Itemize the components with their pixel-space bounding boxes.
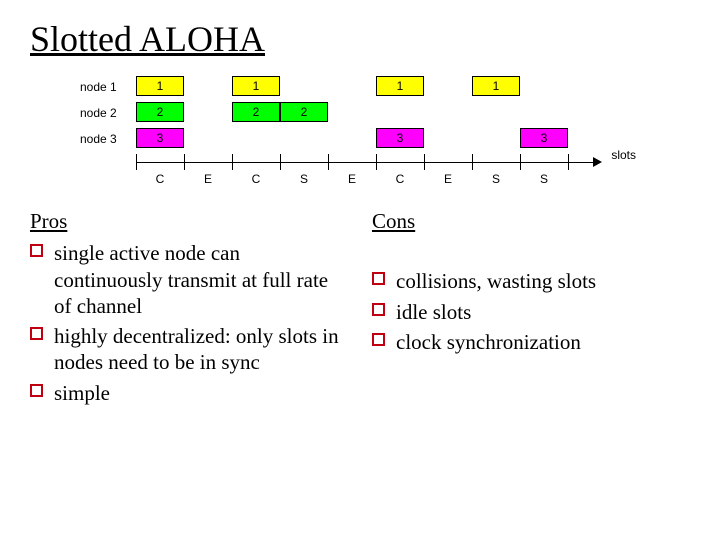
- axis-line: [136, 162, 594, 163]
- bullet-square-icon: [372, 272, 385, 285]
- spacer: [372, 240, 690, 268]
- axis-tick: [472, 154, 473, 170]
- tick-label: E: [444, 172, 452, 186]
- page-title: Slotted ALOHA: [30, 18, 690, 60]
- diagram-row: node 2222: [80, 100, 690, 126]
- slot-strip: 1 1 1 1: [136, 76, 568, 98]
- tick-label: S: [300, 172, 308, 186]
- axis: CECSECESSslots: [136, 154, 568, 190]
- pros-list: single active node can continuously tran…: [30, 240, 348, 406]
- pros-column: Pros single active node can continuously…: [30, 208, 348, 410]
- diagram-row: node 11111: [80, 74, 690, 100]
- packet: 3: [136, 128, 184, 148]
- axis-tick: [376, 154, 377, 170]
- row-label: node 2: [80, 106, 136, 120]
- pros-text: single active node can continuously tran…: [54, 241, 328, 318]
- packet: 1: [376, 76, 424, 96]
- packet: 3: [520, 128, 568, 148]
- axis-tick: [328, 154, 329, 170]
- timing-diagram: node 11111node 2222node 3333CECSECESSslo…: [80, 74, 690, 190]
- tick-label: C: [396, 172, 405, 186]
- cons-list: collisions, wasting slots idle slots clock…: [372, 268, 690, 355]
- axis-tick: [232, 154, 233, 170]
- bullet-square-icon: [30, 327, 43, 340]
- cons-text: collisions, wasting slots: [396, 269, 596, 293]
- pros-heading: Pros: [30, 208, 348, 234]
- tick-label: C: [252, 172, 261, 186]
- pros-item: simple: [30, 380, 348, 406]
- axis-label: slots: [611, 148, 636, 162]
- tick-label: E: [348, 172, 356, 186]
- tick-label: S: [540, 172, 548, 186]
- packet: 2: [232, 102, 280, 122]
- axis-tick: [136, 154, 137, 170]
- cons-column: Cons collisions, wasting slots idle slots…: [372, 208, 690, 410]
- axis-tick: [568, 154, 569, 170]
- pros-item: single active node can continuously tran…: [30, 240, 348, 319]
- bullet-square-icon: [372, 303, 385, 316]
- axis-tick: [280, 154, 281, 170]
- packet: 1: [232, 76, 280, 96]
- axis-tick: [520, 154, 521, 170]
- packet: 3: [376, 128, 424, 148]
- packet: 1: [472, 76, 520, 96]
- bullet-square-icon: [372, 333, 385, 346]
- slot-strip: 3 3 3: [136, 128, 568, 150]
- cons-text: clock synchronization: [396, 330, 581, 354]
- slide: Slotted ALOHA node 11111node 2222node 33…: [0, 0, 720, 428]
- tick-label: C: [156, 172, 165, 186]
- cons-heading: Cons: [372, 208, 690, 234]
- cons-item: idle slots: [372, 299, 690, 325]
- two-column-layout: Pros single active node can continuously…: [30, 208, 690, 410]
- row-label: node 1: [80, 80, 136, 94]
- diagram-row: node 3333: [80, 126, 690, 152]
- cons-item: collisions, wasting slots: [372, 268, 690, 294]
- bullet-square-icon: [30, 244, 43, 257]
- slot-strip: 222: [136, 102, 568, 124]
- bullet-square-icon: [30, 384, 43, 397]
- axis-arrow-icon: [593, 157, 602, 167]
- cons-item: clock synchronization: [372, 329, 690, 355]
- packet: 1: [136, 76, 184, 96]
- pros-item: highly decentralized: only slots in node…: [30, 323, 348, 376]
- pros-text: simple: [54, 381, 110, 405]
- packet: 2: [280, 102, 328, 122]
- tick-label: S: [492, 172, 500, 186]
- axis-tick: [184, 154, 185, 170]
- packet: 2: [136, 102, 184, 122]
- pros-text: highly decentralized: only slots in node…: [54, 324, 339, 374]
- axis-tick: [424, 154, 425, 170]
- axis-row: CECSECESSslots: [80, 154, 690, 190]
- cons-text: idle slots: [396, 300, 471, 324]
- row-label: node 3: [80, 132, 136, 146]
- tick-label: E: [204, 172, 212, 186]
